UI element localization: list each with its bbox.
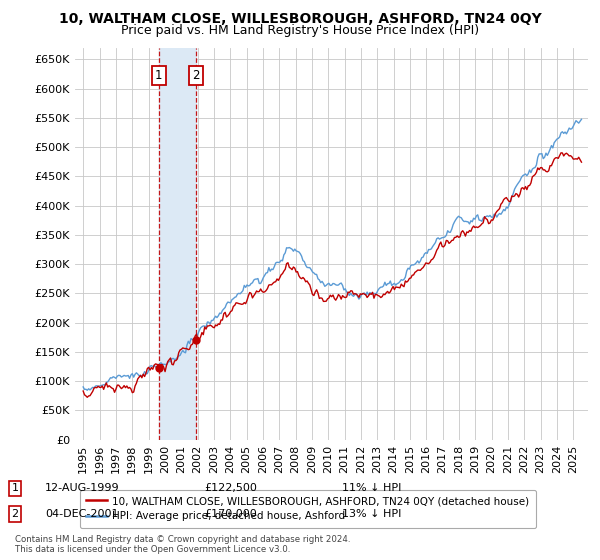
Text: 2: 2 (11, 509, 19, 519)
Text: 2: 2 (193, 69, 200, 82)
Text: Contains HM Land Registry data © Crown copyright and database right 2024.
This d: Contains HM Land Registry data © Crown c… (15, 535, 350, 554)
Text: 12-AUG-1999: 12-AUG-1999 (45, 483, 119, 493)
Text: £170,000: £170,000 (204, 509, 257, 519)
Text: 04-DEC-2001: 04-DEC-2001 (45, 509, 119, 519)
Text: £122,500: £122,500 (204, 483, 257, 493)
Text: Price paid vs. HM Land Registry's House Price Index (HPI): Price paid vs. HM Land Registry's House … (121, 24, 479, 37)
Legend: 10, WALTHAM CLOSE, WILLESBOROUGH, ASHFORD, TN24 0QY (detached house), HPI: Avera: 10, WALTHAM CLOSE, WILLESBOROUGH, ASHFOR… (80, 490, 536, 528)
Bar (158, 48, 196, 440)
Text: 10, WALTHAM CLOSE, WILLESBOROUGH, ASHFORD, TN24 0QY: 10, WALTHAM CLOSE, WILLESBOROUGH, ASHFOR… (59, 12, 541, 26)
Text: 11% ↓ HPI: 11% ↓ HPI (342, 483, 401, 493)
Text: 13% ↓ HPI: 13% ↓ HPI (342, 509, 401, 519)
Text: 1: 1 (11, 483, 19, 493)
Text: 1: 1 (155, 69, 163, 82)
